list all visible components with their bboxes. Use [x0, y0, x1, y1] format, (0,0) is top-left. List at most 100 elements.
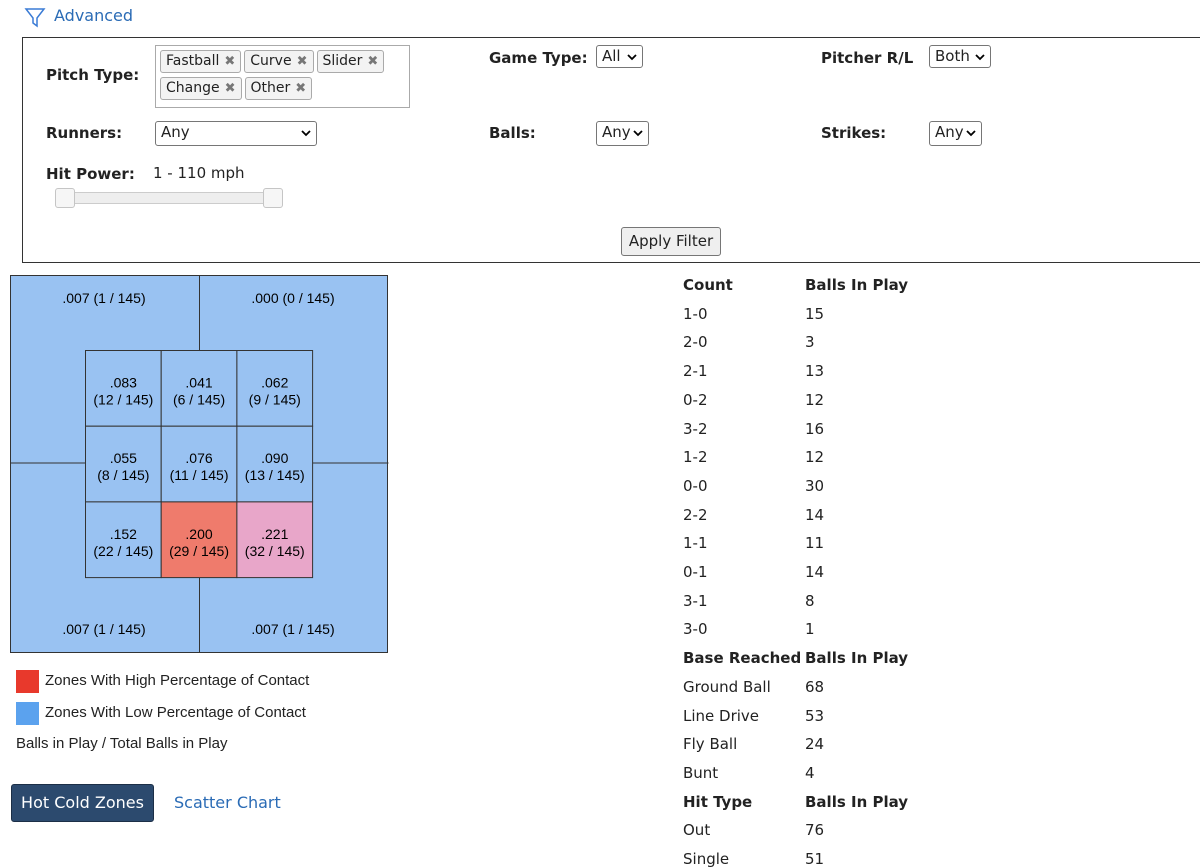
zone-average: .055 — [110, 450, 137, 466]
zone-count: (8 / 145) — [97, 467, 149, 483]
label: Strikes: — [821, 124, 887, 142]
table-cell: 0-0 — [683, 476, 708, 495]
table-cell: 14 — [805, 563, 825, 581]
legend-label: Zones With High Percentage of Contact — [45, 672, 310, 689]
legend-note: Balls in Play / Total Balls in Play — [16, 735, 228, 752]
outer-zone-label: .007 (1 / 145) — [62, 290, 145, 306]
label: Pitcher R/L — [821, 49, 914, 67]
pitch-tag: Curve ✖ — [244, 50, 314, 73]
zone-count: (29 / 145) — [169, 543, 229, 559]
zone-average: .200 — [185, 526, 212, 542]
tag-remove[interactable]: ✖ — [224, 54, 236, 69]
pitcher-select[interactable]: Both — [929, 45, 991, 68]
filter-panel — [22, 37, 1200, 263]
legend-swatch — [16, 702, 39, 725]
select-value: All — [602, 47, 621, 65]
zone-count: (22 / 145) — [93, 543, 153, 559]
outer-zone-label: .000 (0 / 145) — [251, 290, 334, 306]
table-cell: 12 — [805, 390, 825, 409]
advanced-link[interactable]: Advanced — [54, 6, 134, 25]
select-value: Any — [602, 123, 631, 141]
tab-active[interactable]: Hot Cold Zones — [11, 784, 154, 822]
table-cell: 14 — [805, 505, 825, 524]
table-cell: 2-0 — [683, 333, 708, 352]
legend-swatch — [16, 670, 39, 693]
table-cell: Single — [683, 850, 730, 868]
tag-remove[interactable]: ✖ — [367, 54, 379, 69]
table-cell: 51 — [805, 850, 825, 868]
label: Hit Power: — [46, 165, 135, 183]
zone-average: .221 — [261, 526, 288, 542]
slider-handle[interactable] — [263, 188, 283, 208]
pitch-type-select[interactable]: Fastball ✖ Curve ✖ Slider ✖Change ✖ Other ✖ — [155, 45, 410, 108]
table-header: Hit Type — [683, 792, 753, 811]
inner-zone — [236, 425, 314, 503]
tab[interactable]: Scatter Chart — [174, 793, 281, 812]
slider-handle[interactable] — [55, 188, 75, 208]
tag-remove[interactable]: ✖ — [296, 54, 308, 69]
zone-average: .083 — [110, 375, 137, 391]
inner-zone — [160, 425, 238, 503]
table-cell: Fly Ball — [683, 735, 738, 754]
balls-select[interactable]: Any — [596, 121, 649, 146]
hit-power-value: 1 - 110 mph — [153, 164, 245, 182]
tag-label: Change — [166, 80, 220, 96]
zone-chart: .007 (1 / 145) .000 (0 / 145) .007 (1 / 14… — [10, 275, 389, 653]
table-header: Base Reached — [683, 649, 802, 668]
zone-count: (13 / 145) — [245, 467, 305, 483]
table-cell: Out — [683, 821, 711, 840]
table-cell: 3 — [805, 333, 815, 352]
table-cell: 3-2 — [683, 419, 708, 438]
table-cell: 76 — [805, 821, 825, 840]
game-type-select[interactable]: All — [596, 45, 643, 68]
table-cell: Bunt — [683, 763, 719, 782]
table-cell: 1 — [805, 620, 815, 639]
table-cell: 13 — [805, 362, 825, 381]
label: Pitch Type: — [46, 66, 140, 84]
table-cell: Line Drive — [683, 706, 760, 725]
inner-zone — [160, 350, 238, 427]
zone-count: (9 / 145) — [249, 392, 301, 408]
table-cell: 8 — [805, 591, 815, 610]
table-cell: 30 — [805, 476, 825, 495]
filter-icon — [24, 8, 46, 28]
table-header: Balls In Play — [805, 792, 909, 811]
zone-average: .076 — [185, 450, 212, 466]
label: Game Type: — [489, 49, 588, 67]
inner-zone — [85, 425, 162, 503]
table-cell: 3-0 — [683, 620, 708, 639]
table-cell: 1-2 — [683, 448, 708, 467]
zone-count: (12 / 145) — [93, 392, 153, 408]
label: Balls: — [489, 124, 536, 142]
table-cell: 12 — [805, 448, 825, 467]
slider-track — [64, 192, 274, 204]
table-cell: 2-1 — [683, 362, 708, 381]
table-cell: 3-1 — [683, 591, 708, 610]
table-cell: 1-1 — [683, 534, 708, 553]
zone-average: .041 — [185, 375, 212, 391]
select-value: Both — [935, 47, 970, 65]
tag-label: Slider — [322, 53, 363, 69]
tag-label: Other — [250, 80, 291, 96]
zone-count: (11 / 145) — [170, 467, 229, 483]
inner-zone — [160, 501, 238, 579]
tag-remove[interactable]: ✖ — [224, 81, 236, 96]
inner-zone — [236, 501, 314, 579]
outer-zone-label: .007 (1 / 145) — [251, 621, 334, 637]
strikes-select[interactable]: Any — [929, 121, 982, 146]
label: Runners: — [46, 124, 123, 142]
pitch-tag: Fastball ✖ — [160, 50, 242, 73]
table-header: Balls In Play — [805, 649, 909, 668]
outer-zone-label: .007 (1 / 145) — [62, 621, 145, 637]
apply-button[interactable]: Apply Filter — [621, 227, 721, 256]
tag-label: Curve — [250, 53, 292, 69]
tag-remove[interactable]: ✖ — [295, 81, 307, 96]
table-header: Balls In Play — [805, 276, 909, 294]
runners-select[interactable]: Any — [155, 121, 317, 146]
table-cell: 2-2 — [683, 505, 708, 524]
pitch-tag: Other ✖ — [244, 77, 313, 100]
table-cell: 16 — [805, 419, 825, 438]
table-header: Count — [683, 276, 733, 294]
